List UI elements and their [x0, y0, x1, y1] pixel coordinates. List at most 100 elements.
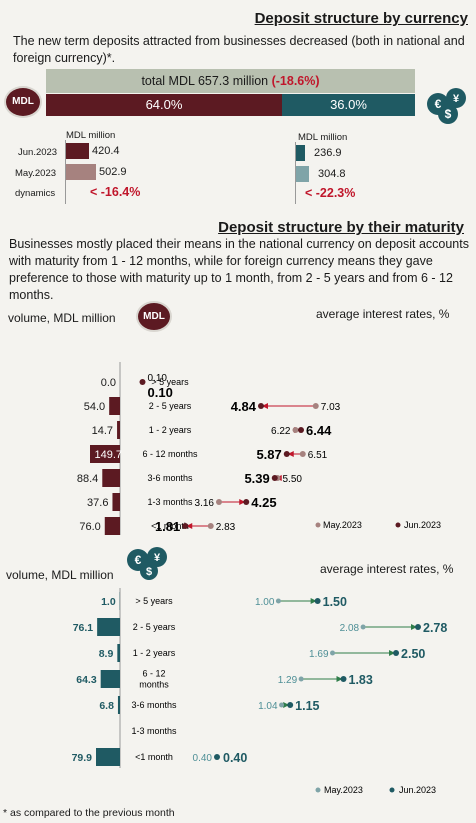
mdl-category-label: 1 - 2 years	[149, 425, 192, 435]
fx-rate-jun-dot	[415, 624, 421, 630]
fx-category-label: <1 month	[135, 752, 173, 762]
mdl-rate-may-label: 6.51	[308, 450, 328, 461]
mdl-dynamics: < -16.4%	[90, 185, 141, 199]
fx-volume-value: 1.0	[101, 596, 116, 608]
fx-rate-may-dot	[330, 650, 336, 656]
fx-rate-jun-label: 2.78	[423, 621, 447, 635]
fx-rate-jun-dot	[287, 702, 294, 708]
mdl-rate-arrowhead	[239, 499, 246, 505]
row-label-jun: Jun.2023	[18, 147, 58, 158]
mdl-rate-arrowhead	[287, 451, 294, 457]
mdl-rate-jun-label: 5.39	[244, 471, 269, 486]
fx-dynamics: < -22.3%	[305, 186, 356, 200]
fx-volume-value: 79.9	[72, 752, 93, 764]
row-label-may: May.2023	[15, 168, 57, 179]
legend-jun-dot	[395, 522, 401, 528]
mdl-volume-label: volume, MDL million	[8, 311, 116, 325]
fx-rate-jun-dot	[214, 754, 220, 760]
fx-rate-jun-label: 2.50	[401, 647, 425, 661]
legend-jun-label: Jun.2023	[404, 520, 441, 530]
mdl-rate-may-label: 5.50	[283, 474, 303, 485]
mdl-category-label: 2 - 5 years	[149, 401, 192, 411]
fx-volume-bar	[97, 618, 120, 636]
section1-title: Deposit structure by currency	[254, 10, 468, 27]
fx-maturity-chart: 1.0 > 5 years 1.00 1.50 76.1 2 - 5 years 2.08 2…	[72, 588, 447, 795]
section1-text: The new term deposits attracted from bus…	[13, 34, 465, 65]
fx-value-jun: 236.9	[314, 147, 342, 159]
mdl-rate-jun-dot	[298, 427, 304, 433]
fx-rate-may-label: 1.00	[255, 597, 275, 608]
mdl-volume-bar	[117, 421, 120, 439]
fx-value-may: 304.8	[318, 168, 346, 180]
mdl-rate-jun-dot	[283, 451, 290, 457]
mdl-volume-bar	[102, 469, 120, 487]
fx-rate-may-label: 1.69	[309, 649, 329, 660]
mdl-rate-may-label: 7.03	[321, 402, 341, 413]
fx-unit-label: MDL million	[298, 132, 348, 143]
fx-category-label: 3-6 months	[131, 700, 177, 710]
currency-coins-icon: € ¥ $	[427, 88, 466, 124]
svg-text:¥: ¥	[154, 552, 161, 564]
mdl-badge: MDL	[6, 88, 40, 116]
mdl-volume-bar	[104, 517, 120, 535]
svg-text:$: $	[445, 107, 452, 121]
mdl-volume-bar	[90, 445, 120, 463]
mdl-volume-value: 14.7	[92, 425, 113, 437]
fx-rate-jun-dot	[393, 650, 400, 656]
mdl-rate-jun-dot	[243, 499, 250, 505]
fx-currency-icon: € ¥ $	[127, 547, 167, 580]
mdl-volume-bar	[112, 493, 120, 511]
mdl-unit-label: MDL million	[66, 130, 116, 141]
mdl-category-label: > 5 years	[151, 377, 189, 387]
mdl-rate-may-dot	[299, 451, 306, 457]
fx-rate-arrowhead	[283, 702, 290, 708]
mdl-chart-badge: MDL	[138, 303, 170, 330]
mdl-rate-jun-label: 0.10	[148, 373, 168, 384]
mdl-rate-jun-dot	[271, 475, 278, 481]
svg-text:¥: ¥	[453, 93, 460, 105]
fx-rate-jun-dot	[340, 676, 347, 682]
mdl-share-label: 64.0%	[145, 97, 183, 112]
mdl-rate-may-dot	[312, 403, 319, 409]
total-text: total MDL 657.3 million	[141, 74, 272, 88]
section2-text: Businesses mostly placed their means in …	[9, 237, 469, 302]
fx-bar-jun	[296, 145, 305, 161]
fx-category-label: 2 - 5 years	[133, 622, 176, 632]
mdl-category-label: 1-3 months	[147, 497, 193, 507]
fx-volume-bar	[117, 644, 120, 662]
mdl-bar-may	[66, 164, 96, 180]
mdl-volume-value: 76.0	[79, 521, 100, 533]
total-change: (-18.6%)	[271, 74, 320, 88]
mdl-rate-arrowhead	[186, 523, 193, 529]
mdl-rate-may-label: 2.83	[216, 522, 236, 533]
mdl-rate-jun-label: 5.87	[256, 447, 281, 462]
fx-rate-may-dot	[298, 676, 304, 682]
fx-rate-may-label: 0.40	[193, 753, 213, 764]
mdl-bar-jun	[66, 143, 89, 159]
mdl-rate-jun-dot	[182, 523, 189, 529]
total-label: total MDL 657.3 million (-18.6%)	[46, 74, 415, 88]
fx-category-label: months	[139, 680, 169, 690]
fx-rate-jun-label: 1.50	[323, 595, 347, 609]
mdl-volume-value: 54.0	[84, 401, 105, 413]
fx-category-label: > 5 years	[135, 596, 173, 606]
fx-rate-jun-label: 0.40	[223, 751, 247, 765]
fx-volume-label: volume, MDL million	[6, 568, 114, 582]
section2-title: Deposit structure by their maturity	[218, 219, 464, 236]
fx-rate-may-dot	[279, 702, 285, 708]
fx-rate-jun-label: 1.15	[295, 699, 319, 713]
fx-share-label: 36.0%	[330, 97, 367, 112]
fx-share-bar	[282, 94, 415, 116]
legend-may-dot	[315, 522, 321, 528]
fx-rate-may-label: 2.08	[340, 623, 360, 634]
mdl-rate-arrowhead	[262, 403, 268, 409]
legend-may-label: May.2023	[323, 520, 362, 530]
fx-rates-title: average interest rates, %	[320, 562, 454, 576]
fx-volume-bar	[100, 670, 120, 688]
fx-rate-jun-dot	[314, 598, 321, 604]
mdl-category-label: <1 month	[151, 521, 189, 531]
fx-category-label: 1-3 months	[131, 726, 177, 736]
mdl-rates-title: average interest rates, %	[316, 307, 450, 321]
fx-rate-arrowhead	[411, 624, 417, 630]
fx-volume-value: 76.1	[73, 622, 94, 634]
